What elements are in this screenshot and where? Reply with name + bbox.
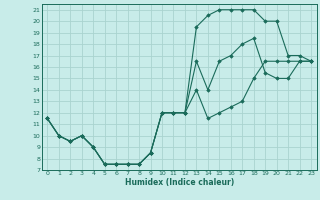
X-axis label: Humidex (Indice chaleur): Humidex (Indice chaleur) xyxy=(124,178,234,187)
